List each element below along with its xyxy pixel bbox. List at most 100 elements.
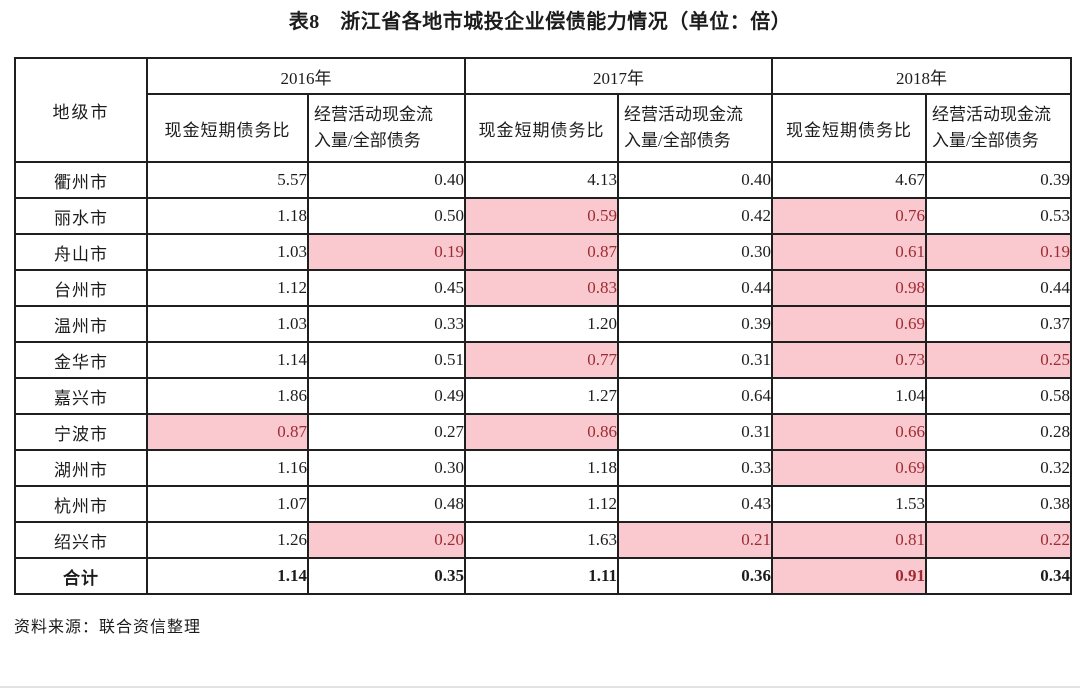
value-cell: 1.12 [464, 485, 619, 523]
city-cell: 湖州市 [14, 449, 148, 487]
value-cell: 0.81 [771, 521, 927, 559]
value-cell: 0.59 [464, 197, 619, 235]
table-body: 衢州市 5.57 0.40 4.13 0.40 4.67 0.39 丽水市 1.… [14, 161, 1072, 595]
city-cell: 温州市 [14, 305, 148, 343]
value-cell: 0.40 [307, 161, 466, 199]
value-cell: 0.42 [617, 197, 773, 235]
value-cell: 0.45 [307, 269, 466, 307]
value-cell: 0.49 [307, 377, 466, 415]
value-cell: 0.98 [771, 269, 927, 307]
value-cell: 0.19 [925, 233, 1072, 271]
metric-header-operating-cash-2018: 经营活动现金流 入量/全部债务 [925, 93, 1072, 163]
value-cell: 0.86 [464, 413, 619, 451]
value-cell: 1.18 [146, 197, 309, 235]
value-cell: 0.53 [925, 197, 1072, 235]
source-note: 资料来源：联合资信整理 [14, 619, 202, 636]
metric-header-line1: 经营活动现金流 [932, 105, 1051, 124]
value-cell: 1.03 [146, 233, 309, 271]
table-row: 台州市 1.12 0.45 0.83 0.44 0.98 0.44 [14, 269, 1072, 307]
metric-header-line2: 入量/全部债务 [314, 131, 421, 150]
value-cell: 1.18 [464, 449, 619, 487]
value-cell: 1.12 [146, 269, 309, 307]
value-cell: 0.32 [925, 449, 1072, 487]
value-cell: 0.83 [464, 269, 619, 307]
city-cell: 绍兴市 [14, 521, 148, 559]
debt-capacity-table: 地级市 2016年 2017年 2018年 现金短期债务比 经营活动现金流 入量… [14, 57, 1072, 595]
value-cell: 0.61 [771, 233, 927, 271]
value-cell: 0.87 [464, 233, 619, 271]
table-row: 杭州市 1.07 0.48 1.12 0.43 1.53 0.38 [14, 485, 1072, 523]
value-cell: 1.63 [464, 521, 619, 559]
metric-header-line2: 入量/全部债务 [624, 131, 731, 150]
value-cell: 0.64 [617, 377, 773, 415]
city-cell: 杭州市 [14, 485, 148, 523]
metric-header-cash-debt-ratio-2016: 现金短期债务比 [146, 93, 309, 163]
table-header: 地级市 2016年 2017年 2018年 现金短期债务比 经营活动现金流 入量… [14, 57, 1072, 163]
value-cell: 0.39 [617, 305, 773, 343]
table-row: 合计 1.14 0.35 1.11 0.36 0.91 0.34 [14, 557, 1072, 595]
value-cell: 0.44 [617, 269, 773, 307]
value-cell: 0.27 [307, 413, 466, 451]
value-cell: 1.27 [464, 377, 619, 415]
value-cell: 1.53 [771, 485, 927, 523]
city-cell: 台州市 [14, 269, 148, 307]
value-cell: 4.67 [771, 161, 927, 199]
value-cell: 0.44 [925, 269, 1072, 307]
city-cell: 嘉兴市 [14, 377, 148, 415]
value-cell: 0.58 [925, 377, 1072, 415]
value-cell: 0.37 [925, 305, 1072, 343]
value-cell: 0.40 [617, 161, 773, 199]
metric-header-line2: 入量/全部债务 [932, 131, 1039, 150]
value-cell: 0.48 [307, 485, 466, 523]
value-cell: 0.25 [925, 341, 1072, 379]
value-cell: 0.30 [617, 233, 773, 271]
year-header-2018: 2018年 [771, 57, 1072, 95]
value-cell: 0.51 [307, 341, 466, 379]
value-cell: 0.33 [307, 305, 466, 343]
table-row: 金华市 1.14 0.51 0.77 0.31 0.73 0.25 [14, 341, 1072, 379]
value-cell: 0.31 [617, 341, 773, 379]
value-cell: 0.22 [925, 521, 1072, 559]
value-cell: 0.36 [617, 557, 773, 595]
city-cell: 丽水市 [14, 197, 148, 235]
table-row: 衢州市 5.57 0.40 4.13 0.40 4.67 0.39 [14, 161, 1072, 199]
value-cell: 0.21 [617, 521, 773, 559]
city-cell: 衢州市 [14, 161, 148, 199]
metric-header-line1: 经营活动现金流 [624, 105, 743, 124]
bottom-divider [0, 686, 1080, 688]
value-cell: 1.16 [146, 449, 309, 487]
value-cell: 0.19 [307, 233, 466, 271]
value-cell: 0.73 [771, 341, 927, 379]
table-title: 表8 浙江省各地市城投企业偿债能力情况（单位：倍） [288, 11, 792, 33]
value-cell: 1.03 [146, 305, 309, 343]
table-row: 舟山市 1.03 0.19 0.87 0.30 0.61 0.19 [14, 233, 1072, 271]
city-cell: 宁波市 [14, 413, 148, 451]
value-cell: 0.69 [771, 305, 927, 343]
value-cell: 0.39 [925, 161, 1072, 199]
year-header-row: 地级市 2016年 2017年 2018年 [14, 57, 1072, 163]
value-cell: 0.35 [307, 557, 466, 595]
value-cell: 1.14 [146, 341, 309, 379]
value-cell: 0.28 [925, 413, 1072, 451]
value-cell: 0.43 [617, 485, 773, 523]
value-cell: 0.69 [771, 449, 927, 487]
value-cell: 0.20 [307, 521, 466, 559]
value-cell: 1.26 [146, 521, 309, 559]
metric-header-cash-debt-ratio-2017: 现金短期债务比 [464, 93, 619, 163]
city-column-header: 地级市 [14, 57, 148, 163]
table-row: 绍兴市 1.26 0.20 1.63 0.21 0.81 0.22 [14, 521, 1072, 559]
value-cell: 0.30 [307, 449, 466, 487]
value-cell: 1.86 [146, 377, 309, 415]
value-cell: 0.31 [617, 413, 773, 451]
metric-header-operating-cash-2016: 经营活动现金流 入量/全部债务 [307, 93, 466, 163]
city-cell: 金华市 [14, 341, 148, 379]
value-cell: 0.34 [925, 557, 1072, 595]
city-cell: 合计 [14, 557, 148, 595]
value-cell: 0.87 [146, 413, 309, 451]
value-cell: 1.04 [771, 377, 927, 415]
year-header-2017: 2017年 [464, 57, 773, 95]
metric-header-line1: 经营活动现金流 [314, 105, 433, 124]
metric-header-operating-cash-2017: 经营活动现金流 入量/全部债务 [617, 93, 773, 163]
year-header-2016: 2016年 [146, 57, 466, 95]
